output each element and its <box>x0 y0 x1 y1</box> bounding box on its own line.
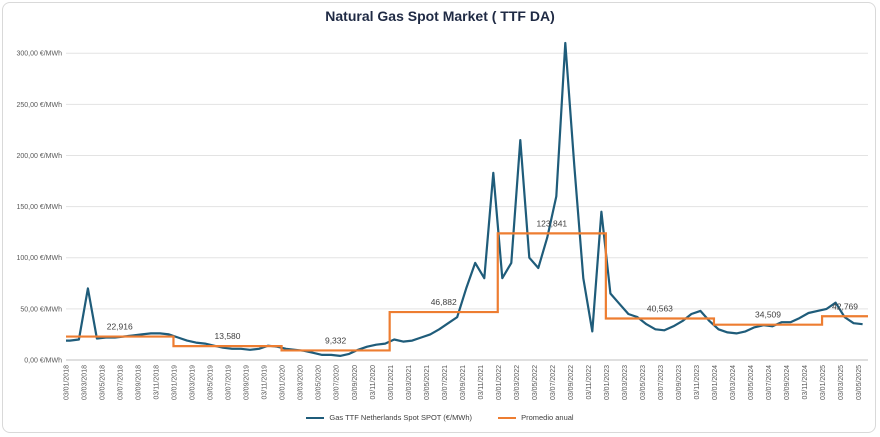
x-tick-label: 03/05/2024 <box>748 365 755 400</box>
x-tick-label: 03/05/2021 <box>424 365 431 400</box>
x-tick-label: 03/01/2025 <box>820 365 827 400</box>
x-tick-label: 03/09/2022 <box>568 365 575 400</box>
x-tick-label: 03/01/2019 <box>172 365 179 400</box>
x-tick-label: 03/11/2023 <box>694 365 701 400</box>
x-tick-label: 03/05/2018 <box>100 365 107 400</box>
x-tick-label: 03/09/2023 <box>676 365 683 400</box>
x-tick-label: 03/05/2022 <box>532 365 539 400</box>
x-tick-label: 03/03/2023 <box>622 365 629 400</box>
y-tick-label: 100,00 €/MWh <box>16 255 62 262</box>
legend-label-average: Promedio anual <box>521 413 574 422</box>
y-tick-label: 150,00 €/MWh <box>16 204 62 211</box>
x-tick-label: 03/11/2024 <box>802 365 809 400</box>
legend-swatch-spot <box>306 416 325 419</box>
annual-average-line <box>66 232 868 352</box>
x-tick-label: 03/01/2024 <box>712 365 719 400</box>
x-tick-label: 03/09/2024 <box>784 365 791 400</box>
x-tick-label: 03/01/2018 <box>64 365 71 400</box>
legend-swatch-average <box>498 416 517 419</box>
x-tick-label: 03/09/2021 <box>460 365 467 400</box>
y-tick-label: 300,00 €/MWh <box>16 51 62 58</box>
x-tick-label: 03/03/2024 <box>730 365 737 400</box>
average-data-label: 123,841 <box>536 218 567 228</box>
x-tick-label: 03/03/2018 <box>82 365 89 400</box>
x-tick-label: 03/05/2020 <box>316 365 323 400</box>
x-tick-label: 03/11/2020 <box>370 365 377 400</box>
x-tick-label: 03/07/2022 <box>550 365 557 400</box>
x-tick-label: 03/01/2022 <box>496 365 503 400</box>
x-tick-label: 03/07/2020 <box>334 365 341 400</box>
x-tick-label: 03/05/2025 <box>856 365 863 400</box>
x-tick-label: 03/03/2022 <box>514 365 521 400</box>
legend-item-spot: Gas TTF Netherlands Spot SPOT (€/MWh) <box>306 413 472 422</box>
x-tick-label: 03/11/2018 <box>154 365 161 400</box>
spot-price-line <box>66 41 863 357</box>
x-tick-label: 03/03/2021 <box>406 365 413 400</box>
x-tick-label: 03/01/2023 <box>604 365 611 400</box>
y-tick-label: 200,00 €/MWh <box>16 153 62 160</box>
x-tick-label: 03/03/2025 <box>838 365 845 400</box>
chart-legend: Gas TTF Netherlands Spot SPOT (€/MWh) Pr… <box>0 413 880 422</box>
x-tick-label: 03/09/2018 <box>136 365 143 400</box>
legend-item-average: Promedio anual <box>498 413 574 422</box>
x-tick-label: 03/07/2023 <box>658 365 665 400</box>
x-tick-label: 03/01/2021 <box>388 365 395 400</box>
x-tick-label: 03/09/2019 <box>244 365 251 400</box>
x-tick-label: 03/11/2022 <box>586 365 593 400</box>
average-data-label: 13,580 <box>215 331 241 341</box>
average-data-label: 9,332 <box>325 335 347 345</box>
chart-frame <box>2 2 876 433</box>
average-data-label: 22,916 <box>107 322 133 332</box>
x-tick-label: 03/11/2019 <box>262 365 269 400</box>
x-tick-label: 03/07/2024 <box>766 365 773 400</box>
legend-label-spot: Gas TTF Netherlands Spot SPOT (€/MWh) <box>329 413 473 422</box>
x-tick-label: 03/01/2020 <box>280 365 287 400</box>
x-tick-label: 03/05/2019 <box>208 365 215 400</box>
x-tick-label: 03/07/2018 <box>118 365 125 400</box>
average-data-label: 46,882 <box>431 297 457 307</box>
x-tick-label: 03/07/2021 <box>442 365 449 400</box>
x-tick-label: 03/11/2021 <box>478 365 485 400</box>
x-tick-label: 03/05/2023 <box>640 365 647 400</box>
average-data-label: 42,769 <box>832 301 858 311</box>
x-tick-label: 03/03/2019 <box>190 365 197 400</box>
chart-title: Natural Gas Spot Market ( TTF DA) <box>325 8 555 24</box>
y-tick-label: 50,00 €/MWh <box>20 306 62 313</box>
average-data-label: 34,509 <box>755 310 781 320</box>
x-tick-label: 03/07/2019 <box>226 365 233 400</box>
x-tick-label: 03/03/2020 <box>298 365 305 400</box>
average-data-label: 40,563 <box>647 304 673 314</box>
x-tick-label: 03/09/2020 <box>352 365 359 400</box>
y-tick-label: 0,00 €/MWh <box>24 358 62 365</box>
y-tick-label: 250,00 €/MWh <box>16 102 62 109</box>
